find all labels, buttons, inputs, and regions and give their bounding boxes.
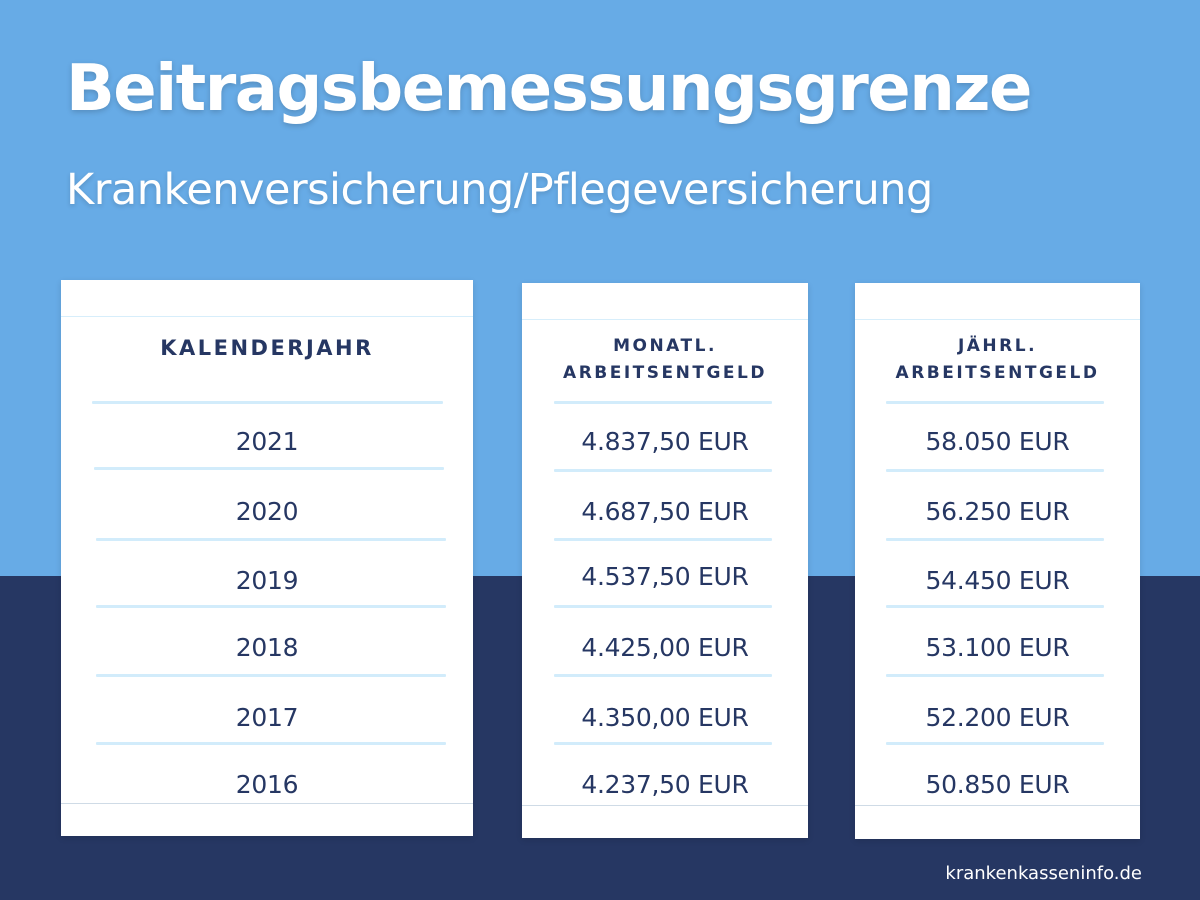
- page-title: Beitragsbemessungsgrenze: [66, 52, 1032, 126]
- monthly-cell: 4.537,50 EUR: [581, 562, 749, 591]
- column-header-line: MONATL.: [613, 336, 717, 356]
- column-header-kalenderjahr: KALENDERJAHR: [61, 334, 473, 362]
- table-row: 56.250 EUR: [855, 477, 1140, 547]
- yearly-cell: 58.050 EUR: [925, 427, 1070, 456]
- source-credit: krankenkasseninfo.de: [945, 863, 1142, 884]
- table-row: 4.837,50 EUR: [522, 407, 808, 477]
- page-subtitle: Krankenversicherung/Pflegeversicherung: [66, 165, 933, 215]
- yearly-cell: 54.450 EUR: [925, 566, 1070, 595]
- column-header-line: JÄHRL.: [957, 336, 1038, 356]
- card-top-divider: [61, 316, 473, 317]
- card-jaehrl-arbeitsentgeld: JÄHRL. ARBEITSENTGELD 58.050 EUR 56.250 …: [855, 283, 1140, 839]
- row-divider: [554, 469, 772, 472]
- monthly-cell: 4.425,00 EUR: [581, 633, 749, 662]
- table-row: 4.350,00 EUR: [522, 683, 808, 753]
- table-row: 4.425,00 EUR: [522, 613, 808, 683]
- year-cell: 2020: [235, 497, 299, 526]
- table-row: 4.537,50 EUR: [522, 542, 808, 612]
- card-monatl-arbeitsentgeld: MONATL. ARBEITSENTGELD 4.837,50 EUR 4.68…: [522, 283, 808, 838]
- yearly-cell: 53.100 EUR: [925, 633, 1070, 662]
- row-divider: [554, 605, 772, 608]
- card-bottom-divider: [522, 805, 808, 806]
- table-row: 4.687,50 EUR: [522, 477, 808, 547]
- table-row: 2020: [61, 477, 473, 547]
- monthly-cell: 4.687,50 EUR: [581, 497, 749, 526]
- row-divider: [886, 742, 1104, 745]
- column-header-line: ARBEITSENTGELD: [563, 363, 767, 383]
- card-bottom-divider: [855, 805, 1140, 806]
- row-divider: [96, 605, 446, 608]
- row-divider: [554, 401, 772, 404]
- table-row: 2017: [61, 683, 473, 753]
- year-cell: 2019: [235, 566, 299, 595]
- yearly-cell: 56.250 EUR: [925, 497, 1070, 526]
- column-header-line: KALENDERJAHR: [160, 336, 374, 360]
- row-divider: [92, 401, 443, 404]
- row-divider: [886, 469, 1104, 472]
- column-header-jaehrl: JÄHRL. ARBEITSENTGELD: [855, 333, 1140, 387]
- row-divider: [96, 538, 446, 541]
- year-cell: 2016: [235, 770, 299, 799]
- year-cell: 2017: [235, 703, 299, 732]
- row-divider: [96, 742, 446, 745]
- table-row: 2016: [61, 750, 473, 820]
- row-divider: [554, 538, 772, 541]
- row-divider: [554, 674, 772, 677]
- table-row: 53.100 EUR: [855, 613, 1140, 683]
- year-cell: 2018: [235, 633, 299, 662]
- table-row: 4.237,50 EUR: [522, 750, 808, 820]
- row-divider: [554, 742, 772, 745]
- yearly-cell: 50.850 EUR: [925, 770, 1070, 799]
- monthly-cell: 4.237,50 EUR: [581, 770, 749, 799]
- table-row: 2019: [61, 546, 473, 616]
- monthly-cell: 4.837,50 EUR: [581, 427, 749, 456]
- card-top-divider: [522, 319, 808, 320]
- row-divider: [886, 401, 1104, 404]
- table-row: 52.200 EUR: [855, 683, 1140, 753]
- table-row: 2018: [61, 613, 473, 683]
- table-row: 54.450 EUR: [855, 546, 1140, 616]
- table-row: 58.050 EUR: [855, 407, 1140, 477]
- table-row: 2021: [61, 407, 473, 477]
- row-divider: [94, 467, 444, 470]
- monthly-cell: 4.350,00 EUR: [581, 703, 749, 732]
- card-bottom-divider: [61, 803, 473, 804]
- card-kalenderjahr: KALENDERJAHR 2021 2020 2019 2018 2017 20…: [61, 280, 473, 836]
- row-divider: [886, 674, 1104, 677]
- yearly-cell: 52.200 EUR: [925, 703, 1070, 732]
- column-header-monatl: MONATL. ARBEITSENTGELD: [522, 333, 808, 387]
- column-header-line: ARBEITSENTGELD: [895, 363, 1100, 383]
- table-row: 50.850 EUR: [855, 750, 1140, 820]
- row-divider: [96, 674, 446, 677]
- row-divider: [886, 538, 1104, 541]
- row-divider: [886, 605, 1104, 608]
- card-top-divider: [855, 319, 1140, 320]
- year-cell: 2021: [235, 427, 299, 456]
